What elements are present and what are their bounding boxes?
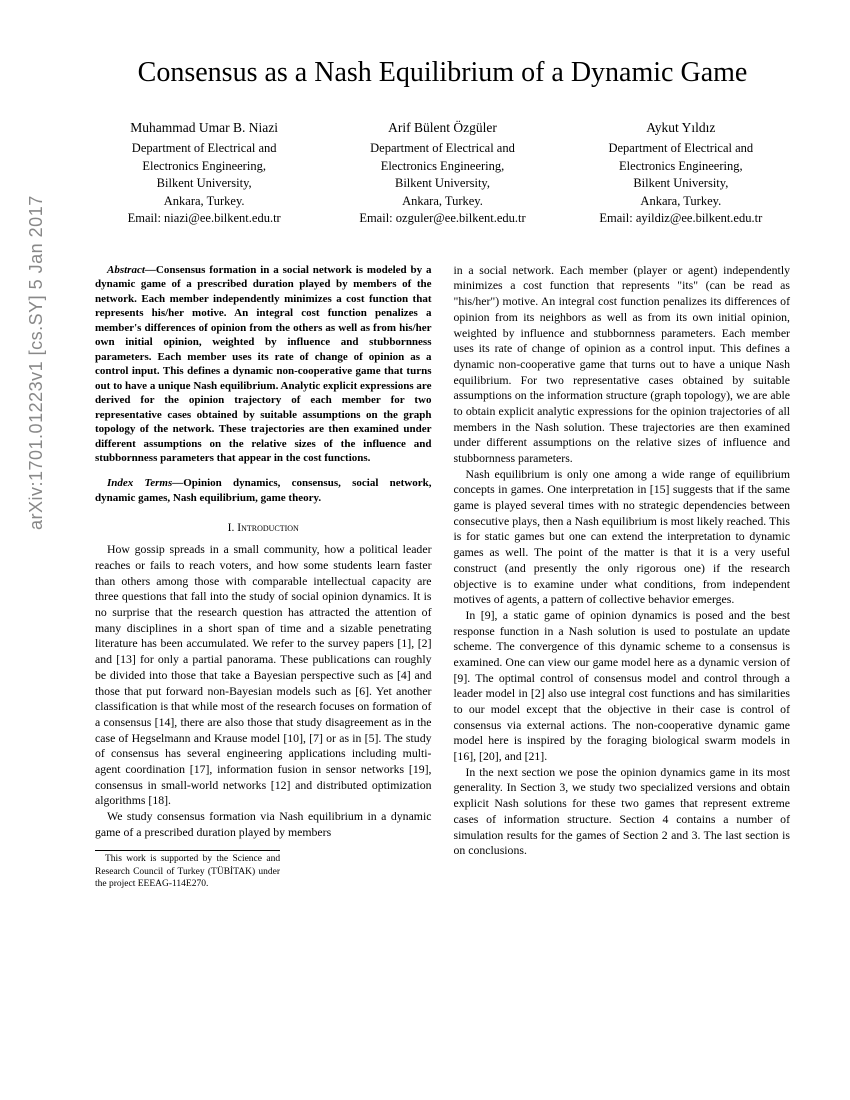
author-3-dept2: Electronics Engineering, — [572, 158, 790, 176]
author-2-dept: Department of Electrical and — [333, 140, 551, 158]
author-1-name: Muhammad Umar B. Niazi — [95, 119, 313, 138]
footnote: This work is supported by the Science an… — [95, 850, 280, 890]
author-3: Aykut Yıldız Department of Electrical an… — [572, 119, 790, 227]
abstract-text: Consensus formation in a social network … — [95, 264, 432, 465]
two-column-layout: Abstract—Consensus formation in a social… — [95, 263, 790, 891]
author-2-name: Arif Bülent Özgüler — [333, 119, 551, 138]
author-3-dept: Department of Electrical and — [572, 140, 790, 158]
author-2-univ: Bilkent University, — [333, 175, 551, 193]
author-1-dept: Department of Electrical and — [95, 140, 313, 158]
col2-paragraph-2: Nash equilibrium is only one among a wid… — [454, 467, 791, 608]
authors-row: Muhammad Umar B. Niazi Department of Ele… — [95, 119, 790, 227]
col2-paragraph-4: In the next section we pose the opinion … — [454, 765, 791, 859]
intro-paragraph-1: How gossip spreads in a small community,… — [95, 542, 432, 809]
author-1-email: Email: niazi@ee.bilkent.edu.tr — [95, 210, 313, 228]
author-1-dept2: Electronics Engineering, — [95, 158, 313, 176]
paper-title: Consensus as a Nash Equilibrium of a Dyn… — [95, 55, 790, 91]
author-2: Arif Bülent Özgüler Department of Electr… — [333, 119, 551, 227]
abstract-label: Abstract— — [107, 264, 156, 276]
author-3-name: Aykut Yıldız — [572, 119, 790, 138]
left-column: Abstract—Consensus formation in a social… — [95, 263, 432, 891]
index-terms-block: Index Terms—Opinion dynamics, consensus,… — [95, 476, 432, 505]
author-3-email: Email: ayildiz@ee.bilkent.edu.tr — [572, 210, 790, 228]
page-container: Consensus as a Nash Equilibrium of a Dyn… — [0, 0, 850, 1100]
col2-paragraph-3: In [9], a static game of opinion dynamic… — [454, 608, 791, 765]
author-3-loc: Ankara, Turkey. — [572, 193, 790, 211]
author-2-email: Email: ozguler@ee.bilkent.edu.tr — [333, 210, 551, 228]
arxiv-stamp: arXiv:1701.01223v1 [cs.SY] 5 Jan 2017 — [26, 195, 47, 530]
author-2-dept2: Electronics Engineering, — [333, 158, 551, 176]
author-1-univ: Bilkent University, — [95, 175, 313, 193]
author-2-loc: Ankara, Turkey. — [333, 193, 551, 211]
author-1-loc: Ankara, Turkey. — [95, 193, 313, 211]
abstract-block: Abstract—Consensus formation in a social… — [95, 263, 432, 466]
right-column: in a social network. Each member (player… — [454, 263, 791, 891]
section-1-heading: I. Introduction — [95, 521, 432, 536]
author-3-univ: Bilkent University, — [572, 175, 790, 193]
author-1: Muhammad Umar B. Niazi Department of Ele… — [95, 119, 313, 227]
intro-paragraph-2: We study consensus formation via Nash eq… — [95, 809, 432, 840]
index-terms-label: Index Terms— — [107, 477, 183, 489]
col2-paragraph-1: in a social network. Each member (player… — [454, 263, 791, 467]
